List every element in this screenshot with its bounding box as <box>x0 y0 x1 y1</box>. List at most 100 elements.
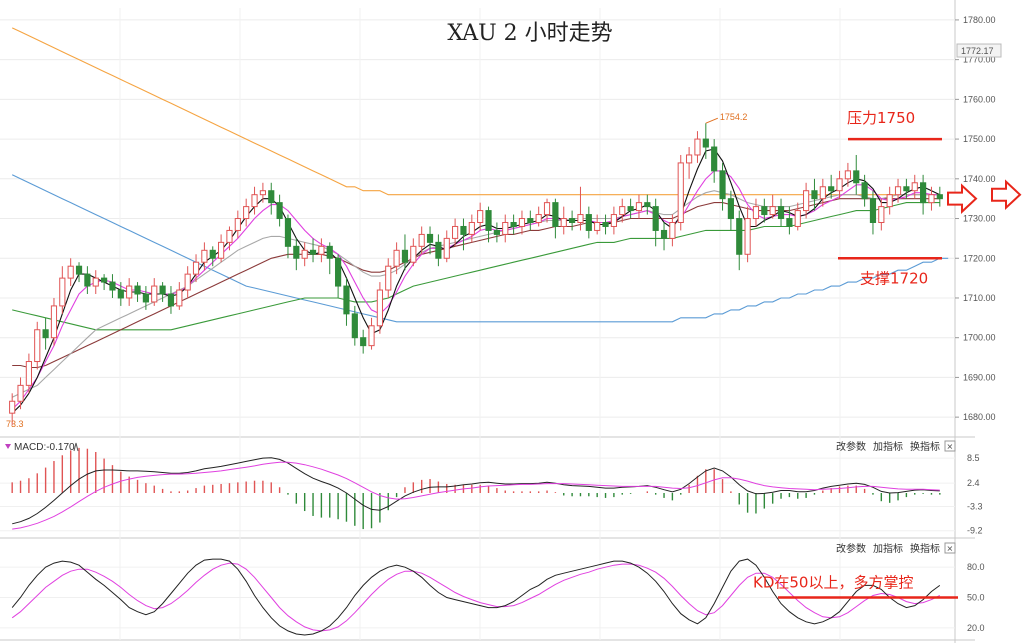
candle-body <box>869 198 877 224</box>
candle-body <box>894 186 902 196</box>
candle-body <box>218 241 225 259</box>
candle-body <box>435 241 442 259</box>
price-panel: 1754.2 73.3 压力1750 支撑1720 <box>6 27 1022 429</box>
candle-body <box>259 190 266 196</box>
axis-panel: 1780.00 1770.00 1760.00 1750.00 1740.00 1730.… <box>955 15 1002 633</box>
candle-body <box>911 182 918 192</box>
kd-button-2[interactable]: 加指标 <box>873 542 903 555</box>
macd-close-icon: ✕ <box>947 443 954 452</box>
candle-body <box>493 229 500 235</box>
low-marker-label: 73.3 <box>6 419 24 429</box>
candle-body <box>727 198 734 220</box>
candle-body <box>268 190 275 204</box>
candle-body <box>819 186 826 200</box>
candle-body <box>410 245 417 263</box>
candle-body <box>644 202 651 208</box>
y-tick-label: 1760.00 <box>963 94 996 104</box>
candle-body <box>201 249 208 263</box>
candle-body <box>752 206 760 220</box>
candle-body <box>209 249 216 259</box>
ma-line <box>11 190 940 398</box>
candle-body <box>761 206 768 216</box>
y-tick-label: 1740.00 <box>963 174 996 184</box>
candle-body <box>677 162 684 224</box>
kd-button-1[interactable]: 改参数 <box>836 542 866 555</box>
candle-body <box>360 337 367 347</box>
candle-body <box>184 273 191 291</box>
y-tick-label: 1720.00 <box>963 253 996 263</box>
macd-button-1[interactable]: 改参数 <box>836 440 866 453</box>
candle-body <box>535 214 542 224</box>
candle-body <box>878 206 885 224</box>
macd-y-tick-label: -9.2 <box>967 526 983 536</box>
candle-body <box>309 249 317 255</box>
candle-body <box>301 249 308 259</box>
y-tick-label: 1700.00 <box>963 333 996 343</box>
kd-close-icon: ✕ <box>947 545 954 554</box>
macd-y-tick-label: -3.3 <box>967 502 983 512</box>
macd-y-tick-label: 2.4 <box>967 478 980 488</box>
candle-body <box>694 138 701 156</box>
candle-body <box>192 261 200 275</box>
candle-body <box>385 265 392 291</box>
candle-body <box>234 218 241 231</box>
candle-body <box>101 277 108 283</box>
candle-body <box>109 281 116 291</box>
candle-body <box>794 210 801 227</box>
candle-body <box>585 214 592 231</box>
candle-body <box>376 289 383 327</box>
candle-body <box>485 210 492 231</box>
candle-body <box>226 229 233 243</box>
ui-controls: 改参数 加指标 换指标 ✕改参数 加指标 换指标 ✕ <box>836 440 956 555</box>
candle-body <box>276 202 283 220</box>
candle-body <box>502 222 509 235</box>
candle-body <box>84 273 91 287</box>
candle-body <box>627 206 634 212</box>
candle-body <box>853 170 860 184</box>
candle-body <box>75 265 83 275</box>
candle-body <box>510 222 517 227</box>
candle-body <box>343 285 350 315</box>
candle-body <box>920 182 927 204</box>
candle-body <box>59 277 66 307</box>
ma-line <box>12 202 940 331</box>
candle-body <box>635 202 643 212</box>
candle-body <box>594 222 601 231</box>
macd-close-button[interactable] <box>944 440 956 452</box>
candle-body <box>928 194 935 204</box>
candle-body <box>335 257 342 287</box>
candle-body <box>769 206 776 216</box>
candle-body <box>126 285 133 299</box>
candle-body <box>318 245 325 255</box>
candle-body <box>50 305 58 339</box>
ma-line <box>11 170 940 410</box>
candle-body <box>293 245 300 259</box>
macd-button-3[interactable]: 换指标 <box>910 440 940 453</box>
candle-body <box>351 313 358 339</box>
candle-body <box>836 178 843 192</box>
candle-body <box>602 222 609 227</box>
macd-dif-line <box>12 457 940 525</box>
candle-body <box>443 237 450 259</box>
candle-body <box>619 206 626 216</box>
macd-panel: MACD:-0.170 <box>5 442 941 530</box>
candle-body <box>142 293 149 303</box>
candle-body <box>543 202 551 216</box>
candle-body <box>711 146 718 172</box>
macd-button-2[interactable]: 加指标 <box>873 440 903 453</box>
y-tick-label: 1690.00 <box>963 372 996 382</box>
kd-button-3[interactable]: 换指标 <box>910 542 940 555</box>
candle-body <box>886 194 893 208</box>
candle-body <box>803 190 810 212</box>
candle-body <box>468 222 475 235</box>
candle-body <box>744 218 751 255</box>
candle-body <box>569 218 576 223</box>
candle-body <box>669 222 676 239</box>
candle-body <box>736 218 743 255</box>
candle-body <box>92 277 99 287</box>
candle-body <box>518 218 526 227</box>
candle-body <box>577 214 584 224</box>
kd-close-button[interactable] <box>944 542 956 554</box>
high-marker-line <box>705 117 719 124</box>
